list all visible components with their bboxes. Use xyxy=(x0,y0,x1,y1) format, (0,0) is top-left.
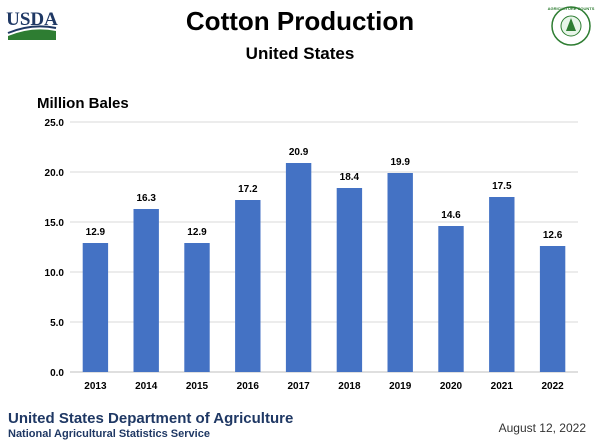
bar xyxy=(438,226,464,372)
data-label: 14.6 xyxy=(441,210,461,221)
y-tick-label: 10.0 xyxy=(45,268,65,279)
x-tick-label: 2018 xyxy=(338,381,361,392)
bar xyxy=(336,188,363,372)
footer-organization: United States Department of Agriculture xyxy=(8,410,294,427)
y-tick-label: 20.0 xyxy=(45,168,65,179)
data-label: 16.3 xyxy=(136,193,156,204)
y-tick-label: 25.0 xyxy=(45,118,65,129)
bar xyxy=(285,163,312,372)
x-tick-label: 2020 xyxy=(440,381,463,392)
chart-subtitle: United States xyxy=(245,44,355,63)
bar xyxy=(82,243,109,372)
x-tick-label: 2022 xyxy=(541,381,564,392)
y-axis-label: Million Bales xyxy=(37,95,129,112)
bar xyxy=(133,209,159,372)
bar xyxy=(235,200,261,372)
bar xyxy=(184,243,210,372)
data-label: 12.9 xyxy=(86,227,106,238)
nass-seal-logo: AGRICULTURE COUNTS xyxy=(548,6,595,46)
data-label: 12.9 xyxy=(187,227,207,238)
y-tick-label: 15.0 xyxy=(45,218,65,229)
data-label: 20.9 xyxy=(289,147,309,158)
bar xyxy=(539,246,566,372)
footer-service: National Agricultural Statistics Service xyxy=(8,428,210,440)
x-tick-label: 2016 xyxy=(237,381,260,392)
bar xyxy=(387,173,413,372)
data-label: 17.2 xyxy=(238,184,258,195)
usda-logo-text: USDA xyxy=(6,9,58,30)
nass-seal-text: AGRICULTURE COUNTS xyxy=(548,6,595,11)
y-tick-label: 0.0 xyxy=(50,368,64,379)
y-tick-label: 5.0 xyxy=(50,318,64,329)
x-tick-label: 2013 xyxy=(84,381,107,392)
footer-date: August 12, 2022 xyxy=(498,421,586,435)
data-label: 17.5 xyxy=(492,181,512,192)
data-label: 19.9 xyxy=(390,157,410,168)
bar xyxy=(489,197,515,372)
x-tick-label: 2021 xyxy=(491,381,514,392)
usda-logo: USDA xyxy=(6,9,58,40)
chart-title: Cotton Production xyxy=(185,6,415,36)
x-tick-label: 2014 xyxy=(135,381,158,392)
x-tick-label: 2019 xyxy=(389,381,412,392)
data-label: 18.4 xyxy=(340,172,360,183)
x-tick-label: 2017 xyxy=(287,381,310,392)
data-label: 12.6 xyxy=(543,230,563,241)
x-tick-label: 2015 xyxy=(186,381,209,392)
